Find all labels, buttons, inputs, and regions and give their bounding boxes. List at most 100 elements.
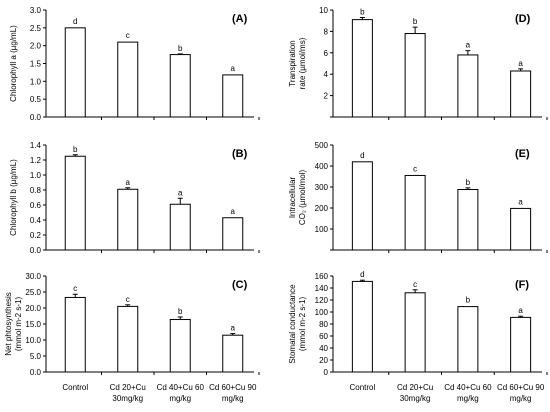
bar xyxy=(117,188,139,251)
significance-letter: b xyxy=(73,145,78,154)
significance-letter: a xyxy=(126,178,131,187)
x-category-label: Control xyxy=(62,383,88,392)
bar xyxy=(351,280,373,373)
y-tick-label: 25.0 xyxy=(25,288,41,297)
y-axis-title: Chlorophyll a (µg/mL) xyxy=(9,25,18,102)
y-axis-title: Net phtosynthesis(mmol m-2 s-1) xyxy=(4,292,23,356)
y-tick-label: 1.0 xyxy=(30,171,42,180)
y-tick-label: 8 xyxy=(324,27,329,36)
y-axis-title: Chlorophyll b (µg/mL) xyxy=(9,159,18,236)
bar xyxy=(222,217,244,251)
y-tick-label: 4 xyxy=(324,70,329,79)
y-tick-label: 30.0 xyxy=(25,272,41,281)
panel-label: (F) xyxy=(515,279,529,291)
x-category-label: mg/kg xyxy=(169,394,191,403)
significance-letter: a xyxy=(466,41,471,50)
y-axis-title: Stomatal conductance(mmol m-2 s-1) xyxy=(288,284,307,364)
bar xyxy=(457,54,479,118)
y-tick-label: 80 xyxy=(319,320,328,329)
y-tick-label: 15.0 xyxy=(25,320,41,329)
bar xyxy=(404,33,426,118)
y-axis-title-line: Net phtosynthesis xyxy=(4,292,13,356)
y-tick-label: 2 xyxy=(324,92,329,101)
y-tick-label: 40 xyxy=(319,344,328,353)
y-tick-label: 200 xyxy=(315,204,329,213)
y-tick-label: 10 xyxy=(319,6,328,15)
y-tick-label: 60 xyxy=(319,332,328,341)
x-category-label: 30mg/kg xyxy=(400,394,431,403)
significance-letter: b xyxy=(178,44,183,53)
panel-label: (A) xyxy=(232,13,248,25)
y-tick-label: 20 xyxy=(319,356,328,365)
y-tick-label: 1.4 xyxy=(30,141,42,150)
y-axis-title: IntracellularCO₂ (µmol/mol) xyxy=(288,170,307,226)
bar xyxy=(510,316,532,373)
bar xyxy=(64,296,86,373)
significance-letter: c xyxy=(413,164,417,173)
significance-letter: b xyxy=(413,17,418,26)
x-category-label: Cd 60+Cu 90 xyxy=(497,383,545,392)
bar xyxy=(457,306,479,373)
panel-c: 0.0 5.0 10.0 15.0 20.0 25.0 30.0 c c b a (C) Net pht… xyxy=(4,272,260,377)
significance-letter: b xyxy=(466,178,471,187)
bar xyxy=(404,292,426,373)
y-tick-label: 100 xyxy=(315,308,329,317)
bar xyxy=(351,161,373,251)
y-axis-title-line: (mmol m-2 s-1) xyxy=(14,297,23,352)
y-tick-label: 1.2 xyxy=(30,156,42,165)
significance-letter: d xyxy=(360,270,364,279)
y-tick-label: 0.0 xyxy=(30,113,42,122)
y-tick-label: 10.0 xyxy=(25,336,41,345)
significance-letter: a xyxy=(231,324,236,333)
significance-letter: a xyxy=(231,64,236,73)
x-category-label: Cd 20+Cu xyxy=(397,383,433,392)
panel-a: 0.0 0.5 1.0 1.5 2.0 2.5 3.0 d c b a (A) Chlorophyll … xyxy=(9,6,260,122)
bar xyxy=(222,74,244,118)
y-tick-label: 0.2 xyxy=(30,231,42,240)
y-tick-label: 2.5 xyxy=(30,24,42,33)
significance-letter: c xyxy=(126,295,130,304)
x-category-label: Cd 20+Cu xyxy=(110,383,146,392)
significance-letter: d xyxy=(73,17,77,26)
significance-letter: b xyxy=(178,307,183,316)
x-category-label: Control xyxy=(349,383,375,392)
y-tick-label: 3.0 xyxy=(30,6,42,15)
panel-d: 2 4 6 8 10 b b a a (D) Transpirationrate (µmol/ms) xyxy=(288,6,548,120)
y-tick-label: 500 xyxy=(315,141,329,150)
x-category-label: Cd 40+Cu 60 xyxy=(444,383,492,392)
bar xyxy=(169,54,191,118)
significance-letter: a xyxy=(231,207,236,216)
bar xyxy=(117,305,139,373)
y-tick-label: 2.0 xyxy=(30,42,42,51)
panel-label: (C) xyxy=(232,279,248,291)
bar xyxy=(169,203,191,251)
significance-letter: c xyxy=(126,31,130,40)
bar xyxy=(510,70,532,118)
y-tick-label: 300 xyxy=(315,183,329,192)
y-tick-label: 20.0 xyxy=(25,304,41,313)
y-tick-label: 120 xyxy=(315,296,329,305)
x-category-label: Cd 40+Cu 60 xyxy=(157,383,205,392)
y-tick-label: 5.0 xyxy=(30,352,42,361)
bar xyxy=(510,207,532,251)
bar xyxy=(169,319,191,373)
x-category-label: mg/kg xyxy=(510,394,532,403)
y-axis-title-line: rate (µmol/ms) xyxy=(298,37,307,89)
significance-letter: a xyxy=(518,59,523,68)
panel-label: (B) xyxy=(232,148,248,160)
significance-letter: a xyxy=(518,306,523,315)
y-tick-label: 400 xyxy=(315,162,329,171)
y-tick-label: 140 xyxy=(315,284,329,293)
y-tick-label: 0.0 xyxy=(30,246,42,255)
significance-letter: b xyxy=(466,296,471,305)
x-category-label: mg/kg xyxy=(222,394,244,403)
y-tick-label: 100 xyxy=(315,225,329,234)
bar xyxy=(64,27,86,118)
bar xyxy=(404,174,426,251)
y-tick-label: 1.5 xyxy=(30,60,42,69)
y-tick-label: 0.4 xyxy=(30,216,42,225)
significance-letter: a xyxy=(518,197,523,206)
bar xyxy=(64,155,86,251)
y-axis-title-line: Intracellular xyxy=(288,176,297,218)
